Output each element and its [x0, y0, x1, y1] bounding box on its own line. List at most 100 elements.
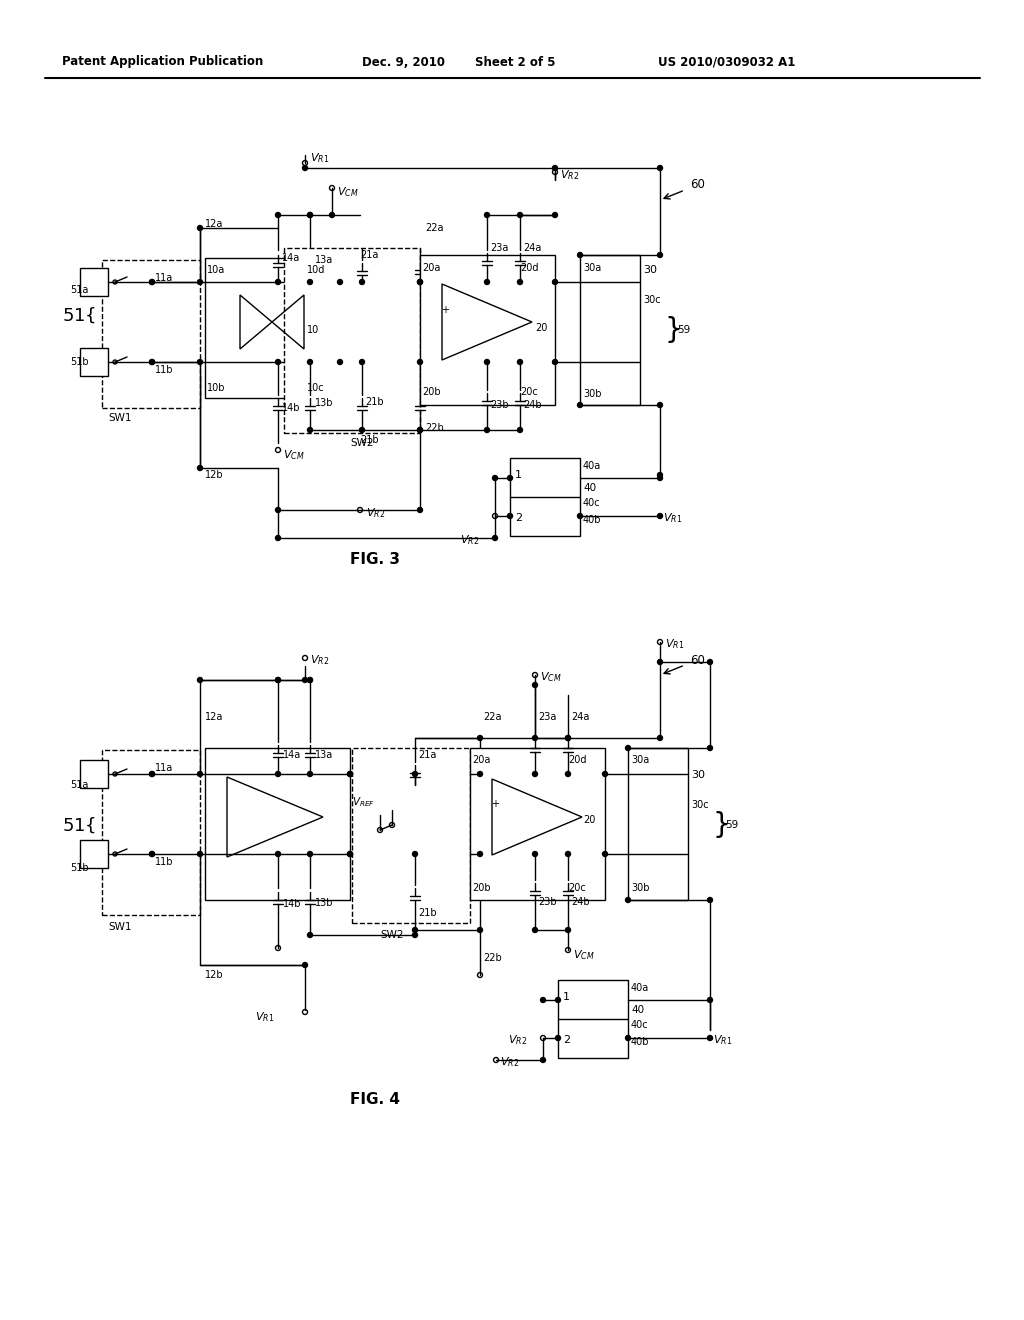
Text: 30a: 30a [631, 755, 649, 766]
Circle shape [275, 851, 281, 857]
Text: 24a: 24a [571, 711, 590, 722]
Circle shape [541, 998, 546, 1002]
Circle shape [275, 359, 281, 364]
Circle shape [553, 359, 557, 364]
Circle shape [493, 475, 498, 480]
Text: 40c: 40c [583, 498, 601, 508]
Text: 40: 40 [631, 1005, 644, 1015]
Text: $V_{R2}$: $V_{R2}$ [460, 533, 479, 546]
Circle shape [477, 771, 482, 776]
Text: 30b: 30b [583, 389, 601, 399]
Text: 40: 40 [583, 483, 596, 492]
Text: $V_{R1}$: $V_{R1}$ [663, 511, 682, 525]
Text: 2: 2 [515, 513, 522, 523]
Circle shape [275, 677, 281, 682]
Text: FIG. 4: FIG. 4 [350, 1093, 400, 1107]
Text: 21b: 21b [365, 397, 384, 407]
Circle shape [418, 428, 423, 433]
Circle shape [484, 428, 489, 433]
Text: 20b: 20b [472, 883, 490, 894]
Bar [558, 979, 628, 1059]
Text: 30: 30 [643, 265, 657, 275]
Circle shape [578, 403, 583, 408]
Text: $V_{R1}$: $V_{R1}$ [713, 1034, 732, 1047]
Circle shape [578, 513, 583, 519]
Circle shape [626, 1035, 631, 1040]
Circle shape [359, 359, 365, 364]
Circle shape [150, 771, 155, 776]
Text: 51a: 51a [70, 780, 88, 789]
Circle shape [517, 359, 522, 364]
Text: 10b: 10b [207, 383, 225, 393]
Circle shape [150, 359, 155, 364]
Text: $51\{$: $51\{$ [62, 816, 96, 834]
Text: $V_{CM}$: $V_{CM}$ [540, 671, 561, 684]
Circle shape [578, 252, 583, 257]
Text: 51b: 51b [70, 863, 89, 873]
Text: 11a: 11a [155, 273, 173, 282]
Text: 10: 10 [307, 325, 319, 335]
Circle shape [150, 280, 155, 285]
Circle shape [555, 1035, 560, 1040]
Circle shape [302, 677, 307, 682]
Text: $V_{R1}$: $V_{R1}$ [255, 1010, 274, 1024]
Text: 1: 1 [563, 993, 570, 1002]
Text: 40b: 40b [583, 515, 601, 525]
Text: SW2: SW2 [350, 438, 374, 447]
Text: 24b: 24b [523, 400, 542, 411]
Text: 21b: 21b [360, 436, 379, 445]
Text: 14a: 14a [282, 253, 300, 263]
Circle shape [708, 660, 713, 664]
Text: 11a: 11a [155, 763, 173, 774]
Bar [80, 268, 108, 296]
Circle shape [657, 513, 663, 519]
Text: 20a: 20a [422, 263, 440, 273]
Circle shape [657, 735, 663, 741]
Bar [510, 458, 580, 536]
Circle shape [477, 928, 482, 932]
Circle shape [553, 165, 557, 170]
Text: 23a: 23a [490, 243, 508, 253]
Text: 22b: 22b [425, 422, 443, 433]
Circle shape [413, 771, 418, 776]
Text: $V_{R1}$: $V_{R1}$ [665, 638, 684, 651]
Circle shape [541, 1057, 546, 1063]
Text: 30b: 30b [631, 883, 649, 894]
Text: 30: 30 [691, 770, 705, 780]
Circle shape [657, 475, 663, 480]
Circle shape [198, 359, 203, 364]
Text: 2: 2 [563, 1035, 570, 1045]
Circle shape [565, 771, 570, 776]
Text: 23b: 23b [538, 898, 557, 907]
Circle shape [307, 932, 312, 937]
Circle shape [477, 735, 482, 741]
Text: $V_{REF}$: $V_{REF}$ [352, 795, 375, 809]
Circle shape [275, 213, 281, 218]
Circle shape [198, 677, 203, 682]
Text: $V_{CM}$: $V_{CM}$ [337, 185, 358, 199]
Circle shape [418, 280, 423, 285]
Circle shape [708, 746, 713, 751]
Circle shape [517, 280, 522, 285]
Text: 51b: 51b [70, 356, 89, 367]
Circle shape [302, 165, 307, 170]
Circle shape [413, 932, 418, 937]
Circle shape [484, 213, 489, 218]
Text: 12b: 12b [205, 970, 223, 979]
Circle shape [347, 851, 352, 857]
Text: 13a: 13a [315, 750, 333, 760]
Text: $V_{R2}$: $V_{R2}$ [310, 653, 329, 667]
Circle shape [708, 898, 713, 903]
Bar [102, 750, 200, 915]
Circle shape [150, 359, 155, 364]
Circle shape [418, 428, 423, 433]
Circle shape [330, 213, 335, 218]
Circle shape [413, 928, 418, 932]
Text: $V_{R2}$: $V_{R2}$ [500, 1055, 519, 1069]
Circle shape [302, 962, 307, 968]
Text: 23b: 23b [490, 400, 509, 411]
Circle shape [198, 226, 203, 231]
Circle shape [484, 359, 489, 364]
Circle shape [198, 466, 203, 470]
Text: SW1: SW1 [108, 413, 131, 422]
